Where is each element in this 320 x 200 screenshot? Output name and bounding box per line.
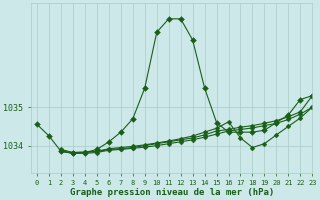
- X-axis label: Graphe pression niveau de la mer (hPa): Graphe pression niveau de la mer (hPa): [69, 188, 274, 197]
